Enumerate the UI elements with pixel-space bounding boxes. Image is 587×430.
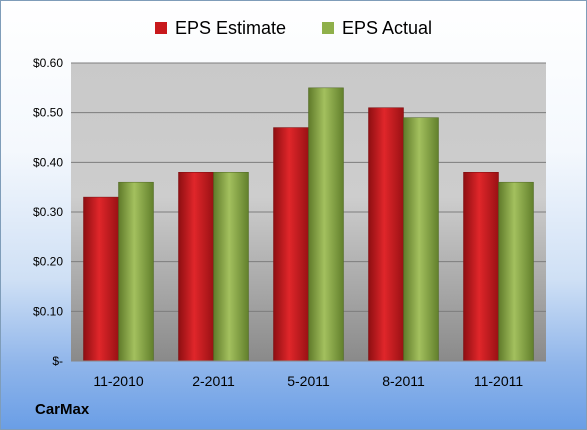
company-label: CarMax: [35, 401, 90, 418]
bar-eps-estimate: [83, 196, 119, 362]
x-tick-label: 5-2011: [287, 373, 330, 389]
legend-label-actual: EPS Actual: [341, 17, 433, 38]
y-axis-ticks: $- $0.10 $0.20 $0.30 $0.40 $0.50 $0.60: [33, 56, 63, 368]
bar-eps-estimate: [463, 172, 499, 362]
x-tick-label: 11-2011: [474, 373, 524, 389]
bar-eps-actual: [403, 117, 439, 362]
legend: EPS Estimate EPS Actual: [1, 15, 586, 41]
legend-item-actual: EPS Actual: [321, 15, 433, 41]
legend-swatch-estimate: [154, 22, 167, 34]
x-tick-label: 8-2011: [382, 373, 425, 389]
y-tick-label: $0.30: [33, 205, 63, 219]
bar-eps-actual: [118, 181, 154, 362]
y-tick-label: $0.20: [33, 255, 63, 269]
y-tick-label: $0.60: [33, 56, 63, 70]
x-tick-label: 2-2011: [192, 373, 235, 389]
y-tick-label: $0.50: [33, 106, 63, 120]
x-axis-ticks: 11-2010 2-2011 5-2011 8-2011 11-2011: [93, 373, 523, 389]
bar-eps-estimate: [368, 107, 404, 362]
bars: [83, 87, 534, 362]
legend-item-estimate: EPS Estimate: [154, 15, 286, 41]
x-tick-label: 11-2010: [93, 373, 144, 389]
bar-eps-actual: [498, 181, 534, 362]
y-tick-label: $-: [52, 354, 63, 368]
bar-eps-actual: [308, 87, 344, 362]
bar-eps-estimate: [178, 172, 214, 362]
y-tick-label: $0.10: [33, 304, 63, 318]
bar-eps-actual: [213, 172, 249, 362]
legend-label-estimate: EPS Estimate: [174, 17, 286, 38]
y-tick-label: $0.40: [33, 155, 63, 169]
legend-swatch-actual: [321, 22, 334, 34]
bar-eps-estimate: [273, 127, 309, 362]
